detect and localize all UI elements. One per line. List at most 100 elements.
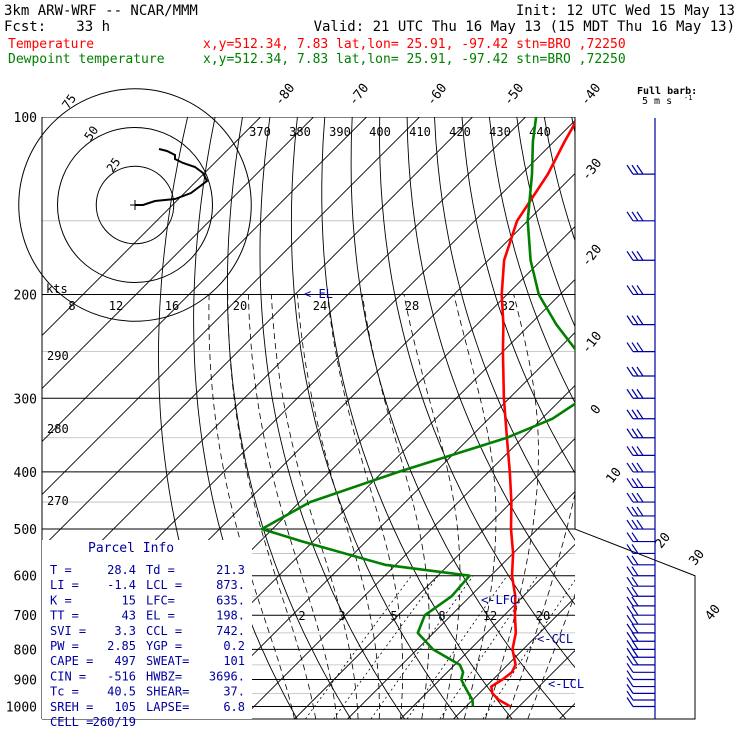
wind-barb [626,315,655,326]
isotherm-line [42,117,261,337]
parcel-info-row: CAPE = 497 SWEAT= 101 [50,654,245,668]
pressure-tick-label: 100 [14,111,37,126]
temperature-tick-label: -30 [579,156,605,184]
wind-barb-flag [626,532,634,542]
wind-barb-flag [636,492,644,503]
dewpoint-profile [260,117,575,707]
mixing-ratio-top-label: 16 [165,299,179,313]
wind-barb-flag [631,605,639,616]
wind-barb [626,492,655,503]
dry-adiabat [461,117,575,474]
wind-barb-flag [636,164,644,175]
barb-key-units: 5 m s [642,96,672,107]
wind-barb [626,532,655,543]
wind-barb-flag [631,532,639,542]
moist-adiabat [506,491,575,719]
theta-label: 430 [489,125,511,139]
temperature-tick-label: 20 [653,530,674,552]
parcel-field-value: 873. [216,578,245,592]
wind-barb [626,164,655,175]
wind-barb-flag [626,462,634,473]
dry-adiabat [571,117,575,135]
parcel-field-value: 105 [114,700,136,714]
parcel-field-label: K = [50,593,72,607]
wind-barb [626,211,655,222]
forecast-hours: 33 h [76,19,110,35]
wind-barb-flag [626,596,634,607]
wind-barb-flag [631,519,639,530]
mixing-ratio-top-label: 20 [233,299,247,313]
wind-barb-flag [631,631,639,642]
dry-adiabat [709,117,740,719]
hodograph-kts-label: kts [46,282,68,296]
hodograph-ring [57,127,213,283]
mixing-ratio-low-label: 5 [390,609,397,623]
parcel-info-row: TT = 43 EL = 198. [50,609,245,623]
wind-barb [626,409,655,420]
wind-barb [626,366,655,377]
wind-barb-flag [631,478,639,488]
isotherm-line [42,117,473,549]
moist-adiabat [271,294,359,719]
moist-adiabat [484,294,539,719]
parcel-field-value: 635. [216,593,245,607]
theta-low-label: 280 [47,422,69,436]
wind-barb-flag [636,315,644,325]
wind-barb-flag [626,342,634,352]
wind-barb-flag [636,342,644,352]
parcel-field-value: -516 [107,669,136,683]
wind-barb-flag [636,366,644,377]
temperature-tick-label: -60 [424,81,450,109]
dry-adiabat [516,117,575,328]
parcel-field-label: SHEAR= [146,685,189,699]
dry-adiabat [434,117,575,541]
wind-barb-flag [626,655,634,666]
wind-barb-flag [631,586,639,597]
dry-adiabat [681,117,740,719]
hodograph-trace [135,148,209,206]
wind-barb [626,614,655,625]
wind-barb-flag [626,605,634,616]
temperature-tick-label: -40 [578,81,604,109]
dry-adiabat [654,117,740,719]
wind-barb [626,428,655,439]
parcel-field-label: LCL = [146,578,182,592]
dry-adiabat [259,117,406,719]
wind-barb-flag [631,492,639,503]
temperature-tick-label: -70 [346,81,372,109]
mixing-ratio-low-label: 8 [438,609,445,623]
isotherm-line [42,117,420,496]
mixing-ratio-top-label: 8 [68,299,75,313]
wind-barb [626,690,655,701]
wind-barb-flag [636,462,644,473]
barb-key-exponent: -1 [684,94,692,102]
pressure-tick-label: 700 [14,609,37,624]
mixing-ratio-top-label: 28 [405,299,419,313]
parcel-field-value: 43 [122,609,136,623]
wind-barb-flag [631,544,639,554]
wind-barb [626,285,655,296]
parcel-field-label: T = [50,563,72,577]
parcel-field-label: EL = [146,609,175,623]
mixing-ratio-line [439,575,539,719]
parcel-field-label: LI = [50,578,79,592]
wind-barb [626,677,655,688]
wind-barb-flag [631,428,639,439]
parcel-field-label: CIN = [50,669,86,683]
parcel-field-value: 40.5 [107,685,136,699]
wind-barb [626,519,655,530]
parcel-info-row: SVI = 3.3 CCL = 742. [50,624,245,638]
parcel-field-label: HWBZ= [146,669,182,683]
mixing-ratio-low-label: 20 [536,609,550,623]
wind-barb-flag [626,640,634,650]
wind-barb-flag [626,388,634,399]
parcel-field-value: 28.4 [107,563,136,577]
wind-barb-flag [626,586,634,597]
wind-barb-flag [626,631,634,642]
parcel-field-label: SVI = [50,624,86,638]
parcel-field-value: 21.3 [216,563,245,577]
parcel-field-label: LFC= [146,593,175,607]
wind-barb-flag [631,285,639,295]
wind-barb-flag [631,366,639,377]
wind-barb-flag [626,647,634,658]
